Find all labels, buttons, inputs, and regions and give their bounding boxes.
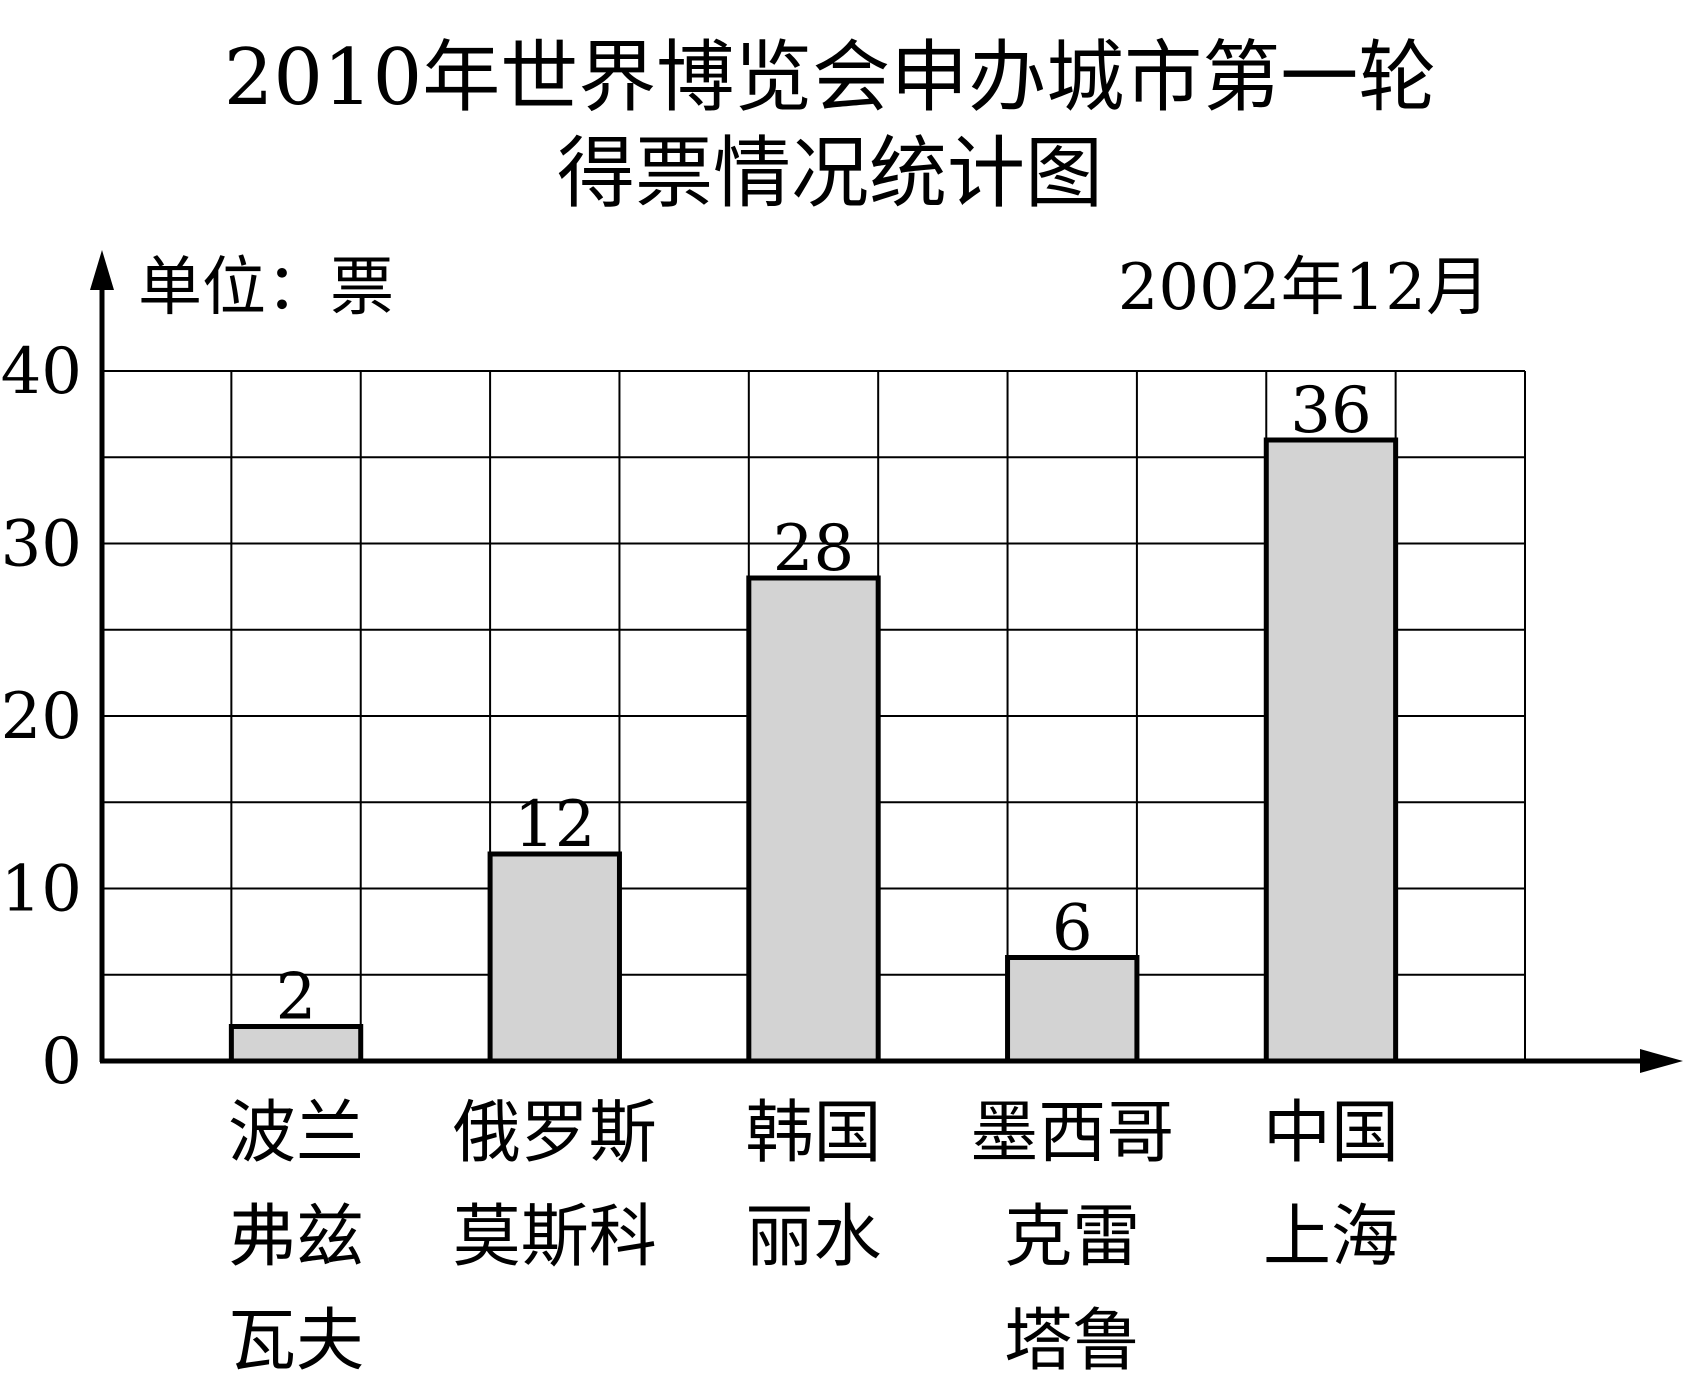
bar	[1005, 955, 1140, 1064]
bars	[228, 437, 1399, 1064]
data-label: 6	[1052, 892, 1093, 966]
y-tick-label: 0	[41, 1025, 82, 1099]
data-label: 36	[1290, 374, 1371, 448]
category-label: 塔鲁	[1004, 1302, 1140, 1376]
chart-title-line-2: 得票情况统计图	[557, 129, 1103, 219]
y-tick-label: 20	[1, 680, 82, 754]
category-label: 墨西哥	[970, 1094, 1174, 1173]
y-tick-labels: 0 10 20 30 40	[1, 335, 82, 1099]
category-label: 瓦夫	[228, 1302, 364, 1376]
category-label: 韩国	[745, 1094, 881, 1173]
unit-label: 单位：票	[138, 251, 394, 325]
y-tick-label: 40	[1, 335, 82, 409]
x-axis-arrow	[1640, 1049, 1683, 1073]
chart-title-line-1: 2010年世界博览会申办城市第一轮	[224, 33, 1437, 123]
category-label: 中国	[1263, 1094, 1399, 1173]
y-tick-label: 30	[1, 508, 82, 582]
category-label: 上海	[1263, 1198, 1399, 1277]
data-labels: 2 12 28 6 36	[276, 374, 1372, 1035]
bar	[746, 575, 881, 1064]
bar	[1263, 437, 1399, 1064]
category-label: 莫斯科	[453, 1198, 657, 1277]
category-label: 弗兹	[228, 1198, 364, 1277]
axes	[90, 250, 1683, 1073]
y-tick-label: 10	[1, 853, 82, 927]
category-label: 波兰	[228, 1094, 364, 1173]
category-label: 俄罗斯	[453, 1094, 657, 1173]
bar	[487, 851, 622, 1064]
y-axis-arrow	[90, 250, 114, 290]
data-label: 12	[514, 788, 595, 862]
category-label: 克雷	[1004, 1198, 1140, 1277]
date-label: 2002年12月	[1118, 251, 1490, 325]
category-label: 丽水	[745, 1198, 881, 1277]
data-label: 28	[773, 512, 854, 586]
data-label: 2	[276, 961, 317, 1035]
